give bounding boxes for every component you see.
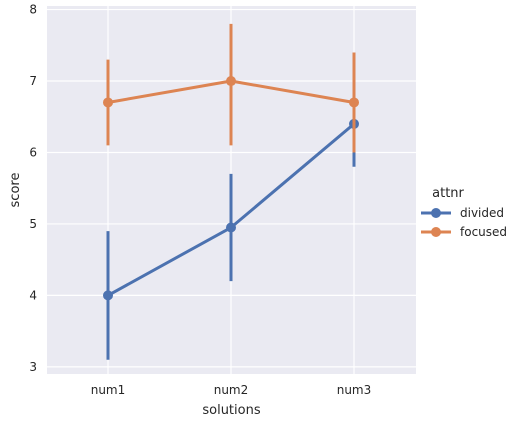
legend-marker <box>431 227 441 237</box>
x-tick-label: num3 <box>337 383 372 397</box>
y-tick-label: 4 <box>29 288 37 302</box>
y-tick-label: 3 <box>29 360 37 374</box>
legend-item-divided: divided <box>421 206 504 220</box>
y-tick-label: 5 <box>29 217 37 231</box>
series-layer <box>103 23 359 360</box>
y-tick-label: 7 <box>29 74 37 88</box>
data-point <box>226 76 236 87</box>
legend-label: focused <box>460 225 507 239</box>
legend: attnr divided focused <box>421 186 507 239</box>
x-tick-label: num2 <box>214 383 249 397</box>
data-point <box>226 222 236 233</box>
y-axis-label: score <box>8 173 23 208</box>
x-tick-labels: num1 num2 num3 <box>91 383 372 397</box>
y-tick-label: 6 <box>29 145 37 159</box>
x-axis-label: solutions <box>202 403 260 418</box>
data-point <box>349 97 359 108</box>
series-focused <box>103 23 359 153</box>
legend-label: divided <box>460 206 504 220</box>
legend-marker <box>431 208 441 218</box>
legend-item-focused: focused <box>421 225 507 239</box>
legend-title: attnr <box>432 186 464 201</box>
data-point <box>103 97 113 108</box>
data-point <box>103 290 113 301</box>
y-tick-label: 8 <box>29 3 37 17</box>
x-tick-label: num1 <box>91 383 126 397</box>
y-tick-labels: 3 4 5 6 7 8 <box>29 3 37 374</box>
